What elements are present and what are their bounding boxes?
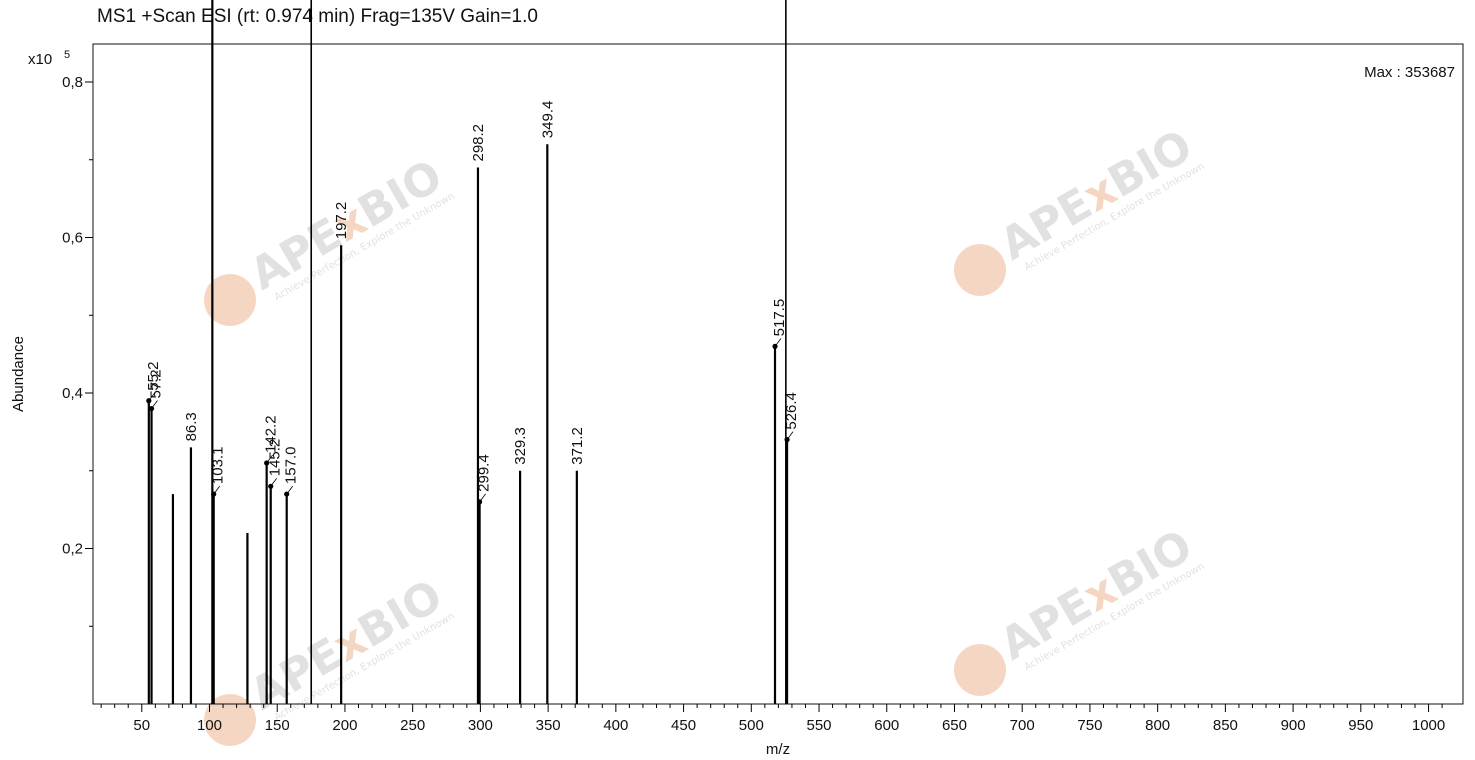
x-tick-label: 1000 — [1412, 717, 1445, 734]
peak-leader-line — [286, 485, 294, 495]
peak-label: 526.4 — [783, 392, 800, 430]
y-tick-label: 0,8 — [62, 74, 83, 91]
y-multiplier-label: x10 — [28, 51, 52, 68]
x-tick-label: 500 — [739, 717, 764, 734]
peak-leader-line — [151, 400, 158, 409]
x-tick-label: 900 — [1281, 717, 1306, 734]
watermark-logo-icon — [204, 694, 256, 746]
x-tick-label: 200 — [332, 717, 357, 734]
plot-frame — [92, 43, 1464, 705]
y-tick-label: 0,6 — [62, 230, 83, 247]
x-tick-label: 650 — [942, 717, 967, 734]
peak-label: 517.5 — [771, 299, 788, 337]
x-tick-label: 700 — [1010, 717, 1035, 734]
watermark-logo-icon — [954, 244, 1006, 296]
peak-label: 142.2 — [263, 415, 280, 453]
peak-labels: 55.257.286.3102.1103.1142.2145.2157.0175… — [145, 101, 800, 505]
peak-leader-line — [266, 454, 273, 464]
x-tick-label: 950 — [1348, 717, 1373, 734]
x-tick-label: 350 — [536, 717, 561, 734]
x-tick-label: 100 — [197, 717, 222, 734]
x-tick-label: 250 — [400, 717, 425, 734]
peak-label: 157.0 — [283, 447, 300, 485]
peak-label: 55.2 — [145, 362, 162, 391]
peak-label: 197.2 — [333, 202, 350, 240]
x-tick-label: 600 — [874, 717, 899, 734]
x-tick-label: 550 — [807, 717, 832, 734]
y-axis: 0,20,40,60,81,01,21,41,61,82,02,22,42,62… — [62, 74, 93, 627]
peaks — [147, 0, 789, 704]
peak-label: 299.4 — [476, 454, 493, 492]
watermark-brand: APExBIO — [992, 520, 1201, 670]
peak-leader-line — [479, 493, 486, 503]
x-tick-label: 850 — [1213, 717, 1238, 734]
x-axis: 50 100 150 200 250 300 350 400 450 500 550 600 650 70… — [100, 704, 1445, 734]
x-tick-label: 800 — [1145, 717, 1170, 734]
watermark-logo-icon — [954, 644, 1006, 696]
x-tick-label: 50 — [133, 717, 150, 734]
peak-leader-line — [213, 485, 221, 495]
x-tick-label: 750 — [1077, 717, 1102, 734]
chart-title: MS1 +Scan ESI (rt: 0.974 min) Frag=135V … — [97, 6, 538, 27]
peak-label: 329.3 — [512, 427, 529, 465]
max-label: Max : 353687 — [1364, 64, 1455, 81]
peak-label: 298.2 — [470, 124, 487, 162]
x-tick-label: 400 — [603, 717, 628, 734]
watermark-brand: APExBIO — [242, 570, 451, 720]
peak-label: 103.1 — [210, 447, 227, 485]
y-tick-label: 0,4 — [62, 385, 83, 402]
peak-label: 57.2 — [148, 369, 165, 398]
peak-leader-line — [774, 338, 782, 347]
peak-leader-line — [148, 392, 156, 402]
peak-label: 145.2 — [267, 439, 284, 477]
x-tick-label: 150 — [265, 717, 290, 734]
peak-label: 371.2 — [569, 427, 586, 465]
y-multiplier-exponent: 5 — [64, 49, 70, 61]
x-tick-label: 300 — [468, 717, 493, 734]
watermark-brand: APExBIO — [992, 120, 1201, 270]
x-tick-label: 450 — [671, 717, 696, 734]
watermark-logo-icon — [204, 274, 256, 326]
peak-label: 86.3 — [183, 412, 200, 441]
x-axis-title: m/z — [766, 741, 790, 758]
y-tick-label: 0,2 — [62, 541, 83, 558]
peak-leader-line — [270, 478, 278, 487]
y-axis-title: Abundance — [10, 336, 27, 412]
peak-leader-line — [786, 431, 794, 440]
peak-label: 349.4 — [539, 101, 556, 139]
